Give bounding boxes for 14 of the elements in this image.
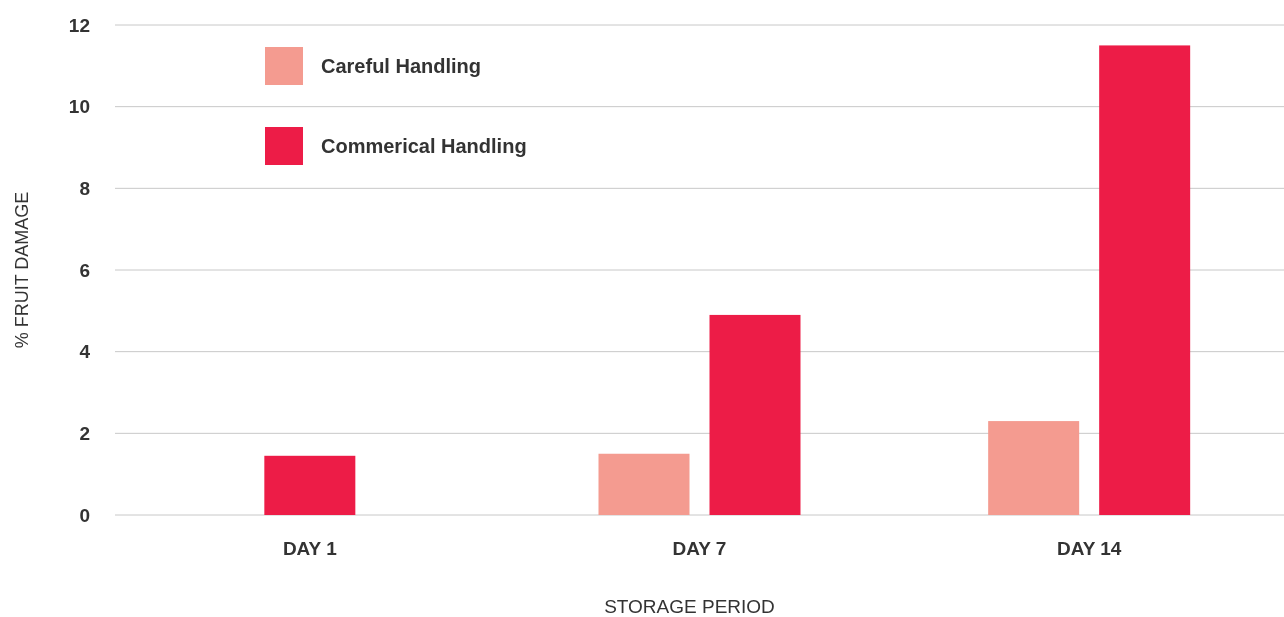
legend-label: Commerical Handling [321, 135, 527, 157]
legend-label: Careful Handling [321, 55, 482, 77]
y-tick-label: 10 [68, 96, 90, 118]
x-tick-label: DAY 7 [672, 538, 727, 559]
y-tick-label: 12 [68, 14, 90, 36]
y-tick-label: 6 [79, 259, 90, 281]
x-axis-title: STORAGE PERIOD [604, 596, 775, 617]
y-tick-label: 4 [79, 341, 91, 363]
y-axis-title: % FRUIT DAMAGE [12, 191, 32, 349]
x-tick-label: DAY 1 [282, 538, 338, 559]
y-tick-label: 2 [79, 422, 90, 444]
y-tick-label: 8 [79, 177, 90, 199]
y-tick-label: 0 [79, 504, 90, 526]
x-tick-label: DAY 14 [1056, 538, 1122, 559]
